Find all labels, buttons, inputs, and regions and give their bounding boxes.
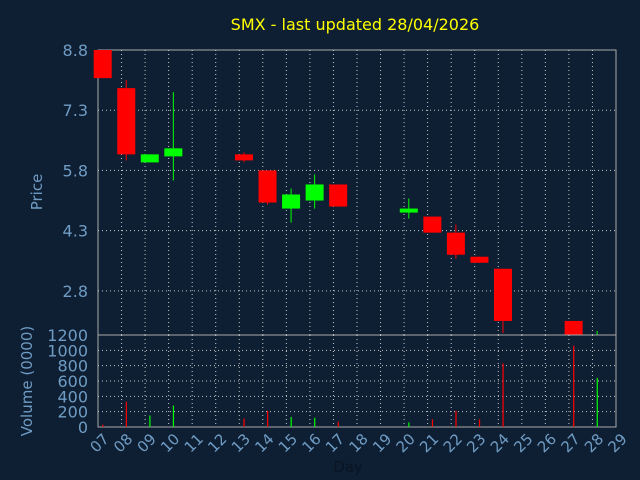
volume-y-tick-label: 800 (57, 357, 88, 376)
x-tick-label: 11 (181, 430, 207, 456)
volume-y-tick-label: 1200 (47, 326, 88, 345)
x-tick-label: 19 (369, 430, 395, 456)
volume-bar (290, 417, 292, 427)
volume-axis-label: Volume (0000) (18, 326, 36, 436)
volume-bar (596, 377, 598, 427)
price-y-tick-label: 2.8 (63, 282, 88, 301)
x-tick-label: 16 (298, 430, 324, 456)
volume-bar (455, 410, 457, 427)
candle-body (117, 88, 136, 155)
volume-bar (502, 363, 504, 427)
x-tick-label: 22 (440, 430, 466, 456)
x-tick-label: 26 (534, 430, 560, 456)
candle-body (446, 232, 465, 255)
candle-body (470, 256, 489, 263)
x-tick-label: 27 (557, 430, 583, 456)
volume-bar (149, 415, 151, 427)
candle-body (93, 50, 112, 79)
x-tick-label: 07 (87, 430, 113, 456)
price-y-tick-label: 5.8 (63, 161, 88, 180)
price-y-tick-label: 7.3 (63, 101, 88, 120)
x-tick-label: 10 (157, 430, 183, 456)
volume-bar (478, 419, 481, 427)
x-tick-label: 12 (204, 430, 230, 456)
volume-y-tick-label: 400 (57, 387, 88, 406)
volume-bar (267, 410, 269, 427)
volume-y-tick-label: 600 (57, 372, 88, 391)
volume-bar (573, 345, 575, 427)
x-tick-label: 08 (110, 430, 136, 456)
candle-body (423, 216, 442, 233)
price-plot-area (97, 49, 617, 336)
candle-body (234, 154, 253, 161)
x-tick-label: 23 (463, 430, 489, 456)
x-tick-label: 15 (275, 430, 301, 456)
x-tick-label: 24 (487, 430, 513, 456)
price-candles (93, 50, 607, 337)
volume-bar (314, 417, 316, 427)
x-tick-label: 20 (393, 430, 419, 456)
candle-body (282, 194, 301, 209)
candle-body (258, 170, 277, 203)
candle-body (329, 184, 348, 207)
volume-bar (243, 418, 245, 427)
volume-bar (337, 421, 339, 427)
x-tick-label: 25 (510, 430, 536, 456)
x-tick-label: 14 (251, 430, 277, 456)
volume-bar (102, 424, 104, 427)
x-tick-label: 21 (416, 430, 442, 456)
price-y-tick-label: 8.8 (63, 41, 88, 60)
x-tick-label: 09 (134, 430, 160, 456)
volume-y-tick-label: 1000 (47, 341, 88, 360)
volume-y-tick-label: 200 (57, 403, 88, 422)
x-tick-label: 17 (322, 430, 348, 456)
x-tick-label: 29 (605, 430, 631, 456)
volume-bars (102, 345, 598, 427)
volume-bar (431, 419, 434, 427)
volume-bar (125, 401, 127, 427)
candle-body (164, 148, 183, 157)
chart-title: SMX - last updated 28/04/2026 (231, 15, 480, 34)
candle-body (305, 184, 324, 201)
volume-bar (408, 422, 410, 427)
price-y-tick-labels: 8.8 7.3 5.8 4.3 2.8 (63, 41, 88, 301)
candle-body (399, 208, 418, 213)
x-tick-label: 18 (346, 430, 372, 456)
candle-body (140, 154, 159, 163)
x-tick-label: 28 (581, 430, 607, 456)
x-axis-label: Day (333, 458, 363, 476)
x-tick-labels: 0708091011121314151617181920212223242526… (87, 430, 631, 456)
price-y-tick-label: 4.3 (63, 222, 88, 241)
candle-body (493, 268, 512, 321)
volume-bar (172, 405, 175, 427)
volume-grid (98, 335, 616, 427)
volume-y-tick-label: 0 (78, 418, 88, 437)
x-tick-label: 13 (228, 430, 254, 456)
candle-body (564, 320, 583, 335)
price-axis-label: Price (28, 174, 46, 211)
